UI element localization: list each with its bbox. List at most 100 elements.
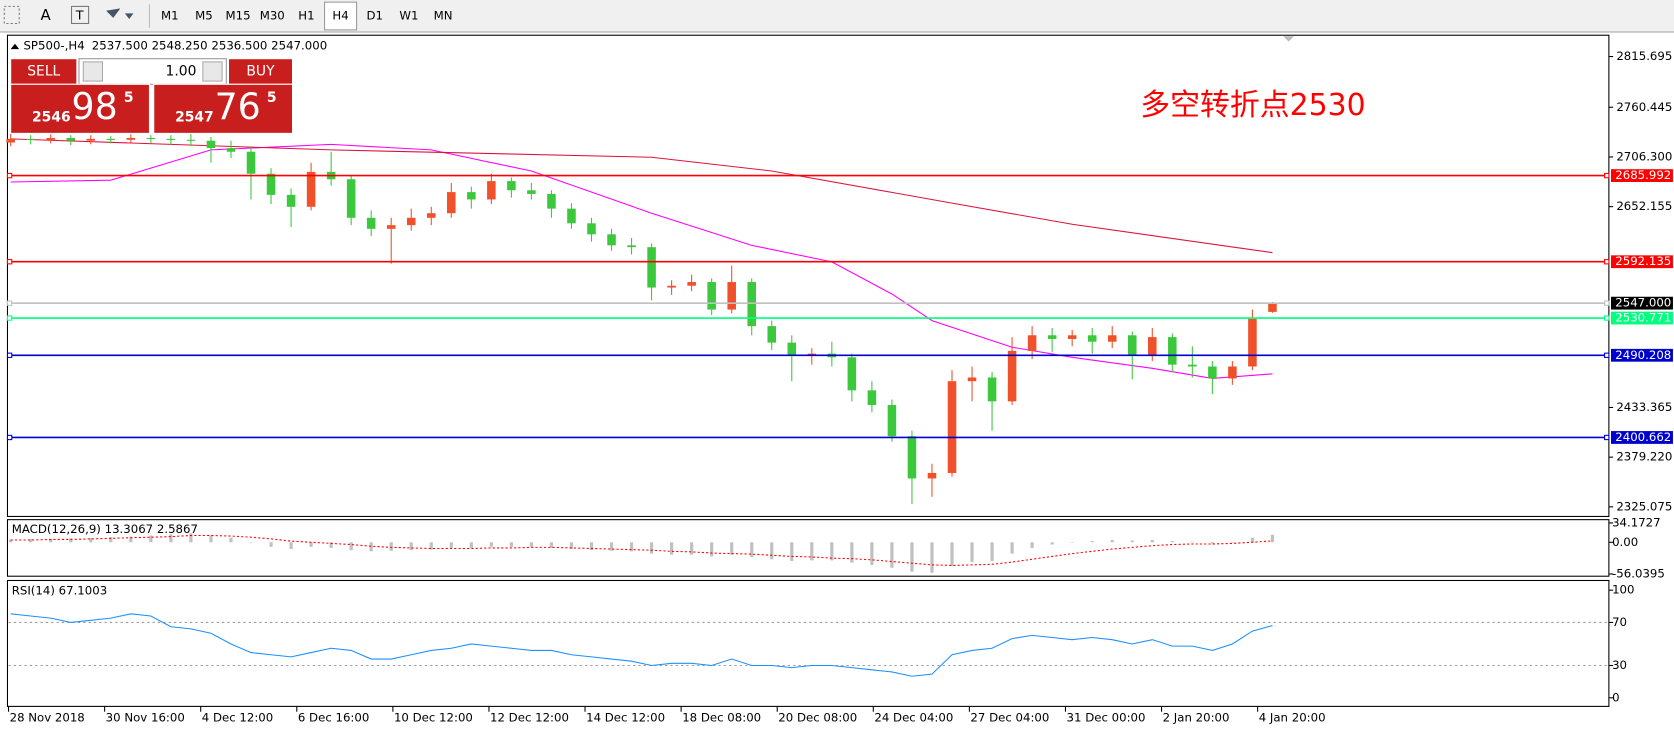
level-label: 2592.135 [1615, 254, 1671, 268]
level-label: 2490.208 [1615, 348, 1671, 362]
candle-body [166, 138, 176, 140]
macd-bar [289, 542, 293, 550]
lots-down[interactable] [82, 61, 104, 82]
candle-body [727, 282, 736, 310]
level-label: 2547.000 [1615, 296, 1671, 310]
timeframe-button[interactable]: M30 [260, 9, 285, 23]
macd-bar [670, 542, 674, 555]
macd-bar [649, 542, 654, 554]
macd-bar [1050, 542, 1054, 545]
candle-body [1188, 364, 1197, 367]
macd-bar [930, 542, 934, 573]
candle-body [1228, 366, 1237, 379]
timeframe-button[interactable]: M1 [161, 9, 179, 23]
macd-bar [1250, 537, 1255, 543]
date-label: 30 Nov 16:00 [106, 711, 185, 725]
candle-body [887, 405, 897, 437]
candle-body [927, 472, 937, 479]
price-tick-label: 2652.155 [1616, 199, 1672, 213]
ohlc-value: 2536.500 [211, 38, 267, 52]
timeframe-button[interactable]: D1 [366, 9, 383, 23]
candle-body [487, 181, 496, 200]
candle-body [467, 192, 476, 200]
level-handle [6, 300, 13, 306]
level-handle [1604, 259, 1610, 265]
timeframe-button[interactable]: M15 [226, 9, 251, 23]
macd-bar [1110, 540, 1114, 543]
macd-bar [429, 542, 433, 550]
candle-body [106, 138, 116, 140]
macd-bar [830, 542, 834, 561]
timeframe-button[interactable]: MN [434, 9, 453, 23]
macd-bar [1010, 542, 1014, 554]
date-label: 12 Dec 12:00 [490, 711, 569, 725]
timeframe-button[interactable]: M5 [195, 9, 213, 23]
price-big-figure: 2547 [175, 109, 214, 125]
macd-bar [690, 542, 694, 555]
macd-tick-label: 0.00 [1612, 535, 1638, 549]
candle-body [126, 137, 136, 140]
rsi-frame [6, 579, 1610, 707]
candle-body [1168, 337, 1177, 365]
shapes-tool-icon[interactable] [106, 8, 134, 20]
candle-body [1027, 335, 1037, 351]
level-handle [6, 352, 13, 358]
macd-bar [369, 542, 373, 552]
macd-bar [710, 542, 714, 557]
candle-body [346, 179, 356, 218]
level-label: 2400.662 [1615, 430, 1671, 444]
macd-bar [629, 542, 634, 552]
macd-bar [149, 535, 153, 543]
candle-body [1248, 318, 1257, 367]
macd-bar [790, 542, 794, 561]
price-pips: 76 [215, 85, 261, 128]
candle-body [1268, 303, 1277, 312]
macd-bar [409, 542, 413, 551]
candle-body [406, 217, 416, 226]
macd-bar [69, 538, 73, 543]
lots-up[interactable] [202, 61, 223, 82]
text-tool-icon[interactable]: A [41, 6, 52, 24]
date-label: 31 Dec 00:00 [1067, 711, 1146, 725]
chart-shift-marker [1283, 36, 1294, 42]
candle-body [386, 225, 396, 229]
macd-bar [389, 542, 393, 551]
price-box[interactable] [153, 83, 294, 134]
level-handle [1604, 434, 1610, 441]
candle-body [186, 139, 196, 141]
macd-bar [1030, 542, 1034, 548]
candle-body [507, 181, 516, 191]
macd-bar [229, 537, 233, 543]
crosshair-icon[interactable] [3, 5, 20, 25]
price-box[interactable] [10, 83, 150, 134]
candle-body [286, 194, 296, 207]
level-handle [1604, 172, 1610, 179]
candle-body [567, 208, 576, 224]
candle-body [426, 213, 436, 218]
macd-bar [1210, 542, 1214, 544]
buy-button[interactable] [227, 58, 294, 85]
sell-button[interactable] [10, 58, 78, 85]
candle-body [66, 137, 76, 141]
timeframe-button[interactable]: H1 [298, 9, 314, 23]
lots-value: 1.00 [166, 63, 197, 79]
timeframe-active [324, 1, 358, 31]
drawing-tools: A T [3, 4, 150, 28]
buy-label: BUY [246, 63, 275, 79]
collapse-arrow[interactable] [10, 43, 20, 50]
label-tool-icon[interactable] [70, 5, 90, 25]
lots-box[interactable] [78, 58, 227, 85]
level-label-box [1611, 311, 1673, 325]
macd-bar [1130, 540, 1134, 543]
date-label: 2 Jan 20:00 [1163, 711, 1230, 725]
timeframe-button[interactable]: H4 [332, 9, 348, 23]
date-label: 24 Dec 04:00 [874, 711, 953, 725]
level-handle [6, 259, 13, 265]
timeframe-button[interactable]: W1 [399, 9, 418, 23]
candle-body [547, 193, 556, 209]
level-label-box [1611, 255, 1673, 269]
macd-bar [1150, 540, 1154, 543]
macd-bar [489, 542, 493, 547]
rsi-tick-label: 100 [1612, 583, 1634, 597]
macd-bar [49, 538, 53, 543]
